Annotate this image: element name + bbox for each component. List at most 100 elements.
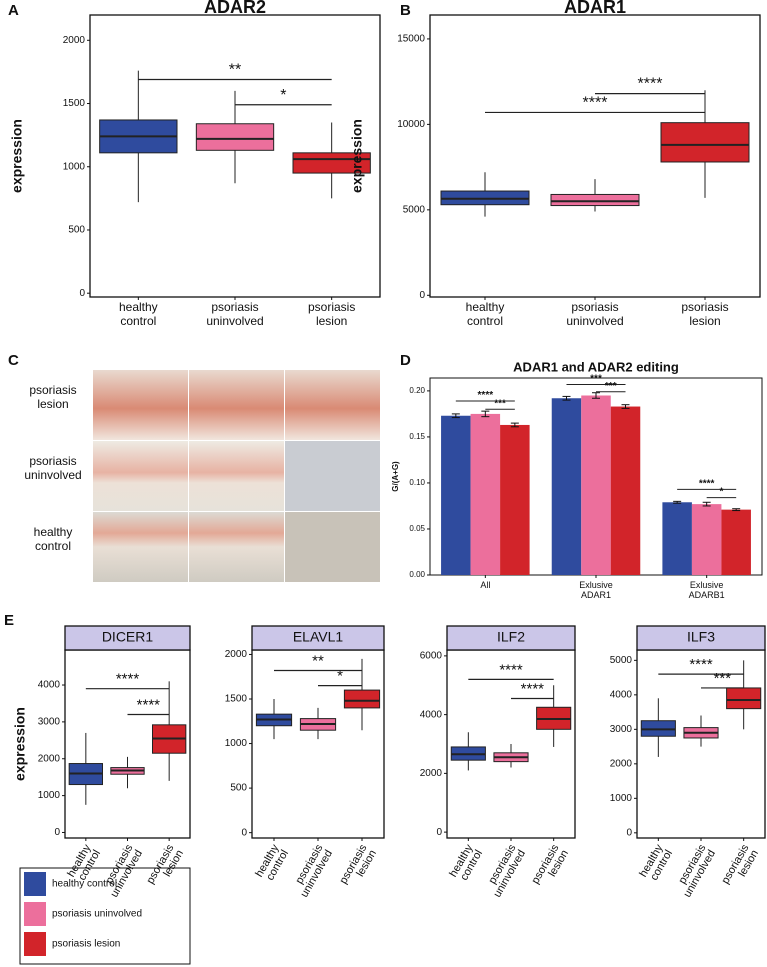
significance-label: **** [137,697,161,714]
x-tick-label: psoriasis lesion [307,300,356,328]
significance-label: ** [312,652,324,669]
y-tick-label: 2000 [38,753,61,764]
micrograph [93,512,188,582]
y-tick-label: 15000 [397,34,425,45]
micrograph [285,370,380,440]
y-axis-label: G/(A+G) [391,461,400,492]
x-tick-label: psoriasis uninvolved [206,300,264,328]
x-tick-label: psoriasis uninvolved [566,300,624,328]
y-tick-label: 3000 [610,724,633,735]
bar [610,406,641,575]
y-tick-label: 0 [54,827,60,838]
y-tick-label: 1500 [225,694,248,705]
significance-label: *** [590,373,602,384]
significance-label: **** [583,94,608,111]
y-tick-label: 0 [626,827,632,838]
significance-label: * [337,668,343,685]
y-tick-label: 5000 [403,204,426,215]
box [292,152,371,174]
panel-letter: E [4,612,15,629]
y-tick-label: 0 [436,827,442,838]
significance-label: **** [478,390,494,401]
y-tick-label: 1000 [225,738,248,749]
legend-swatch [24,902,46,926]
legend-swatch [24,932,46,956]
y-axis-label: expression [349,119,365,193]
strip-title: ELAVL1 [293,629,344,645]
panel-letter: A [8,2,19,19]
x-tick-label: healthy control [118,300,158,328]
bar [691,504,722,575]
x-tick-label: Exlusive ADAR1 [579,580,613,601]
y-tick-label: 500 [230,783,247,794]
y-tick-label: 10000 [397,119,425,130]
significance-label: **** [521,680,545,697]
bar [662,502,692,575]
strip [251,625,385,651]
bar [500,424,530,575]
strip [636,625,766,651]
significance-label: * [280,87,286,104]
y-tick-label: 1000 [38,790,61,801]
box [550,193,640,207]
significance-label: *** [714,670,732,687]
significance-label: *** [605,381,617,392]
y-tick-label: 2000 [225,649,248,660]
micrograph [189,441,284,511]
y-tick-label: 2000 [420,768,443,779]
box [195,123,275,151]
y-tick-label: 0 [79,288,85,299]
bar [581,395,611,575]
micrograph [189,512,284,582]
bar [470,413,501,575]
y-tick-label: 5000 [610,655,633,666]
x-tick-label: healthy control [465,300,505,328]
strip [446,625,576,651]
significance-label: **** [499,661,523,678]
significance-label: **** [638,76,663,93]
box [726,687,762,710]
legend-swatch [24,872,46,896]
micrograph [93,370,188,440]
legend-label: psoriasis uninvolved [52,909,142,920]
y-tick-label: 0.00 [409,570,425,579]
y-tick-label: 1500 [63,98,86,109]
x-tick-label: psoriasis lesion [681,300,729,328]
y-tick-label: 0.15 [409,432,425,441]
y-tick-label: 4000 [610,689,633,700]
y-tick-label: 0 [241,827,247,838]
row-label: healthy control [33,525,73,553]
y-tick-label: 1000 [63,161,86,172]
y-tick-label: 0.05 [409,524,425,533]
box [343,689,381,709]
y-tick-label: 0.10 [409,478,425,487]
y-tick-label: 0 [419,290,425,301]
y-tick-label: 1000 [610,793,633,804]
significance-label: *** [494,398,506,409]
micrograph [93,441,188,511]
box [660,122,750,163]
y-tick-label: 2000 [610,758,633,769]
row-label: psoriasis uninvolved [24,454,82,482]
significance-label: * [719,487,723,498]
strip [64,625,191,651]
y-tick-label: 4000 [38,680,61,691]
y-axis-label: expression [12,707,28,781]
y-tick-label: 2000 [63,35,86,46]
bar [721,509,751,575]
y-tick-label: 500 [68,225,85,236]
micrograph [285,441,380,511]
panel-letter: B [400,2,411,19]
x-tick-label: Exlusive ADARB1 [688,580,725,601]
x-tick-label: All [480,580,491,590]
panel-letter: D [400,352,411,369]
strip-title: ILF2 [497,629,525,645]
legend-label: psoriasis lesion [52,939,120,950]
y-tick-label: 0.20 [409,386,425,395]
chart-title: ADAR1 [564,0,626,17]
micrograph [189,370,284,440]
significance-label: ** [229,61,241,78]
legend-label: healthy control [52,879,117,890]
